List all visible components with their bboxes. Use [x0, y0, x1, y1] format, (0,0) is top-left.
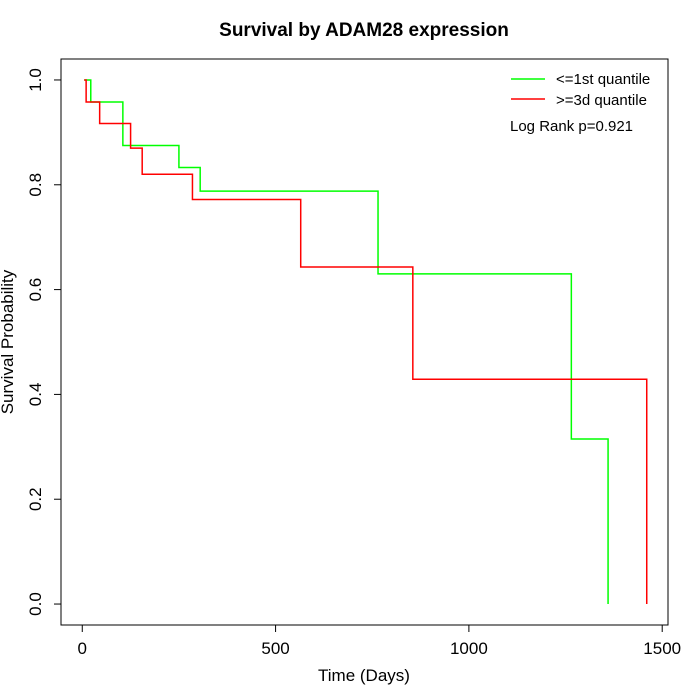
log-rank-annotation: Log Rank p=0.921 [510, 118, 633, 135]
legend-label-high-quantile: >=3d quantile [556, 92, 647, 109]
y-axis: 0.0 0.2 0.4 0.6 0.8 1.0 [26, 68, 62, 616]
y-tick-label: 0.0 [26, 592, 45, 616]
plot-frame [60, 58, 669, 626]
x-tick-label: 1000 [450, 639, 488, 658]
x-axis: 0 500 1000 1500 [78, 624, 681, 658]
y-tick-label: 0.6 [26, 278, 45, 302]
x-tick-label: 0 [78, 639, 87, 658]
y-axis-label: Survival Probability [0, 269, 17, 414]
series-layer [84, 79, 648, 605]
x-tick-label: 500 [261, 639, 289, 658]
x-axis-label: Time (Days) [318, 666, 410, 685]
series-low-quantile-curve [84, 79, 609, 605]
series-high-quantile-curve [84, 79, 648, 605]
y-tick-label: 1.0 [26, 68, 45, 92]
y-tick-label: 0.8 [26, 173, 45, 197]
y-tick-label: 0.4 [26, 383, 45, 407]
x-tick-label: 1500 [643, 639, 681, 658]
legend-label-low-quantile: <=1st quantile [556, 71, 650, 88]
y-tick-label: 0.2 [26, 487, 45, 511]
chart-title: Survival by ADAM28 expression [219, 20, 509, 41]
legend: <=1st quantile >=3d quantile Log Rank p=… [510, 71, 650, 135]
